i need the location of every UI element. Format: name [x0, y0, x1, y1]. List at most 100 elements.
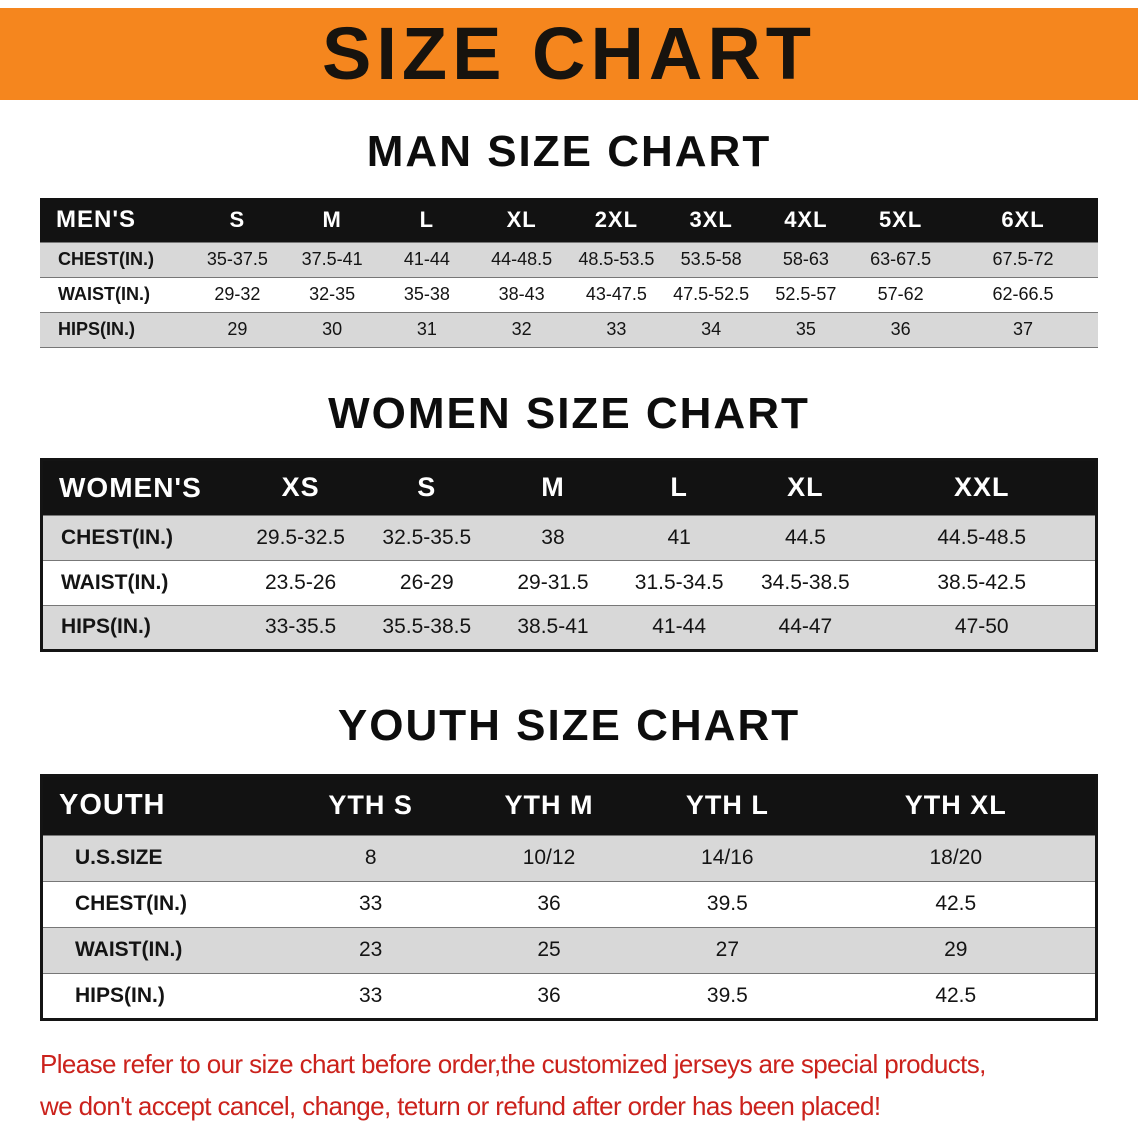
measurement-row: WAIST(IN.) 23.5-26 26-29 29-31.5 31.5-34.5 34…: [41, 559, 1097, 605]
size-column-header: S: [190, 198, 285, 242]
measurement-value: 33: [281, 880, 460, 927]
size-column-header: XL: [742, 459, 869, 515]
measurement-value: 33: [569, 311, 664, 348]
measurement-value: 43-47.5: [569, 276, 664, 312]
measurement-value: 53.5-58: [663, 241, 759, 277]
measurement-value: 32.5-35.5: [363, 514, 490, 560]
measurement-value: 35: [758, 311, 854, 348]
measurement-row: HIPS(IN.) 33 36 39.5 42.5: [41, 972, 1097, 1019]
size-column-header: S: [363, 459, 490, 515]
measurement-row: CHEST(IN.) 35-37.5 37.5-41 41-44 44-48.5 48.5…: [40, 241, 1098, 277]
measurement-value: 37.5-41: [284, 241, 380, 277]
measurement-value: 25: [459, 926, 639, 973]
measurement-row: HIPS(IN.) 33-35.5 35.5-38.5 38.5-41 41-44 44-…: [41, 604, 1097, 650]
women-size-chart-heading: WOMEN SIZE CHART: [328, 388, 810, 438]
measurement-value: 29-32: [190, 276, 285, 312]
measurement-value: 41-44: [379, 241, 475, 277]
measurement-label: WAIST(IN.): [40, 276, 190, 312]
measurement-value: 38.5-41: [489, 604, 617, 650]
measurement-value: 48.5-53.5: [569, 241, 664, 277]
measurement-value: 36: [459, 880, 639, 927]
measurement-value: 34.5-38.5: [742, 559, 869, 605]
measurement-value: 34: [663, 311, 759, 348]
measurement-value: 30: [284, 311, 380, 348]
man-size-chart-heading: MAN SIZE CHART: [366, 127, 772, 176]
measurement-value: 29: [816, 926, 1097, 973]
measurement-value: 32: [474, 311, 569, 348]
size-header-row: YOUTH YTH S YTH M YTH L YTH XL: [41, 775, 1097, 835]
measurement-value: 36: [853, 311, 948, 348]
youth-size-table: YOUTH YTH S YTH M YTH L YTH XL U.S.SIZE 8 10/12…: [40, 773, 1098, 1021]
measurement-value: 36: [459, 972, 639, 1019]
measurement-value: 35.5-38.5: [363, 604, 490, 650]
measurement-value: 42.5: [816, 880, 1097, 927]
size-column-header: M: [284, 198, 380, 242]
size-column-header: YTH S: [281, 775, 460, 835]
measurement-row: CHEST(IN.) 29.5-32.5 32.5-35.5 38 41 44.5 44.5…: [41, 514, 1097, 560]
measurement-value: 58-63: [758, 241, 854, 277]
mens-size-table: MEN'S S M L XL 2XL 3XL 4XL 5XL 6XL CHEST(IN.) 35-37…: [40, 198, 1098, 348]
measurement-value: 47.5-52.5: [663, 276, 759, 312]
measurement-value: 33: [281, 972, 460, 1019]
man-size-chart-section: MAN SIZE CHART MEN'S S M L XL 2XL 3XL 4XL 5XL 6XL…: [0, 128, 1138, 348]
measurement-value: 23: [281, 926, 460, 973]
measurement-value: 14/16: [638, 834, 817, 881]
size-column-header: 5XL: [853, 198, 948, 242]
measurement-row: WAIST(IN.) 23 25 27 29: [41, 926, 1097, 973]
measurement-value: 67.5-72: [948, 241, 1098, 277]
measurement-value: 10/12: [459, 834, 639, 881]
measurement-row: U.S.SIZE 8 10/12 14/16 18/20: [41, 834, 1097, 881]
measurement-value: 44-47: [742, 604, 869, 650]
measurement-label: CHEST(IN.): [41, 880, 282, 927]
measurement-value: 27: [638, 926, 817, 973]
measurement-value: 41-44: [616, 604, 743, 650]
measurement-label: HIPS(IN.): [41, 972, 282, 1019]
measurement-value: 8: [281, 834, 460, 881]
table-group-label: WOMEN'S: [41, 459, 238, 515]
measurement-value: 23.5-26: [237, 559, 364, 605]
measurement-value: 62-66.5: [948, 276, 1098, 312]
measurement-value: 39.5: [638, 880, 817, 927]
measurement-row: HIPS(IN.) 29 30 31 32 33 34 35 36 37: [40, 311, 1098, 348]
measurement-value: 63-67.5: [853, 241, 948, 277]
banner: SIZE CHART: [0, 8, 1138, 100]
size-column-header: 3XL: [663, 198, 759, 242]
measurement-value: 57-62: [853, 276, 948, 312]
size-column-header: XS: [237, 459, 364, 515]
measurement-value: 42.5: [816, 972, 1097, 1019]
disclaimer-line-2: we don't accept cancel, change, teturn o…: [40, 1090, 881, 1121]
measurement-value: 18/20: [816, 834, 1097, 881]
measurement-value: 52.5-57: [758, 276, 854, 312]
size-column-header: XL: [474, 198, 569, 242]
measurement-value: 35-37.5: [190, 241, 285, 277]
size-column-header: L: [379, 198, 475, 242]
disclaimer-line-1: Please refer to our size chart before or…: [40, 1048, 986, 1079]
measurement-label: WAIST(IN.): [41, 926, 282, 973]
size-column-header: YTH XL: [816, 775, 1097, 835]
womens-size-table: WOMEN'S XS S M L XL XXL CHEST(IN.) 29.5-32.5 32.5…: [40, 457, 1098, 652]
measurement-value: 39.5: [638, 972, 817, 1019]
measurement-label: HIPS(IN.): [41, 604, 238, 650]
page-title: SIZE CHART: [322, 12, 816, 95]
youth-size-chart-section: YOUTH SIZE CHART YOUTH YTH S YTH M YTH L YTH…: [0, 701, 1138, 1021]
measurement-label: WAIST(IN.): [41, 559, 238, 605]
size-column-header: YTH M: [459, 775, 639, 835]
size-header-row: MEN'S S M L XL 2XL 3XL 4XL 5XL 6XL: [40, 198, 1098, 242]
measurement-value: 33-35.5: [237, 604, 364, 650]
measurement-value: 29.5-32.5: [237, 514, 364, 560]
size-column-header: L: [616, 459, 743, 515]
size-column-header: 2XL: [569, 198, 664, 242]
size-column-header: M: [489, 459, 617, 515]
measurement-row: WAIST(IN.) 29-32 32-35 35-38 38-43 43-47.5 47.…: [40, 276, 1098, 312]
women-size-chart-section: WOMEN SIZE CHART WOMEN'S XS S M L XL XXL CHEST(…: [0, 388, 1138, 652]
measurement-value: 44-48.5: [474, 241, 569, 277]
measurement-value: 37: [948, 311, 1098, 348]
measurement-label: CHEST(IN.): [41, 514, 238, 560]
size-column-header: XXL: [868, 459, 1097, 515]
disclaimer: Please refer to our size chart before or…: [40, 1043, 1138, 1127]
size-header-row: WOMEN'S XS S M L XL XXL: [41, 459, 1097, 515]
size-column-header: 6XL: [948, 198, 1098, 242]
measurement-value: 35-38: [379, 276, 475, 312]
measurement-value: 38-43: [474, 276, 569, 312]
size-column-header: 4XL: [758, 198, 854, 242]
